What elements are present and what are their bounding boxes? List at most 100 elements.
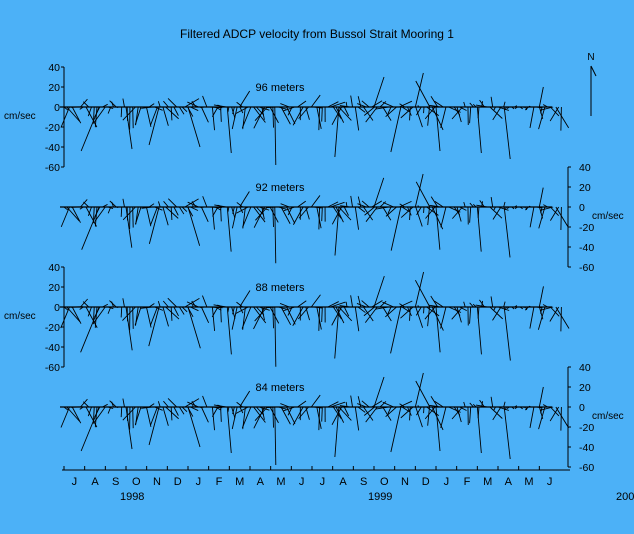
velocity-stick xyxy=(150,206,158,225)
velocity-stick xyxy=(417,205,419,208)
velocity-stick xyxy=(504,206,507,210)
velocity-stick xyxy=(298,406,309,419)
velocity-stick xyxy=(415,380,431,408)
velocity-stick xyxy=(242,206,252,228)
velocity-stick xyxy=(387,306,392,315)
velocity-stick xyxy=(60,106,70,128)
month-label: S xyxy=(360,476,367,488)
velocity-stick xyxy=(385,306,397,318)
y-tick-label: 0 xyxy=(54,102,60,114)
velocity-stick xyxy=(489,206,503,219)
velocity-stick xyxy=(192,104,194,108)
velocity-stick xyxy=(472,103,477,108)
velocity-stick xyxy=(192,205,194,208)
velocity-stick xyxy=(122,206,136,221)
velocity-stick xyxy=(549,306,560,322)
velocity-stick xyxy=(400,406,414,419)
velocity-stick xyxy=(364,206,375,216)
velocity-stick xyxy=(356,303,367,308)
velocity-stick xyxy=(385,206,397,217)
velocity-stick xyxy=(120,106,123,118)
velocity-stick xyxy=(186,301,199,308)
velocity-stick xyxy=(80,398,88,408)
velocity-stick xyxy=(414,372,424,408)
y-tick-label: -60 xyxy=(579,262,594,274)
velocity-stick xyxy=(241,306,252,329)
velocity-stick xyxy=(63,206,69,211)
velocity-stick xyxy=(213,404,227,408)
velocity-stick xyxy=(492,406,502,421)
velocity-stick xyxy=(435,106,441,152)
velocity-stick xyxy=(375,206,389,210)
velocity-stick xyxy=(286,406,296,425)
velocity-stick xyxy=(157,300,161,308)
velocity-stick xyxy=(332,206,342,219)
velocity-stick xyxy=(321,106,323,122)
velocity-stick xyxy=(269,106,279,124)
velocity-stick xyxy=(514,106,518,110)
velocity-stick xyxy=(239,290,251,308)
y-tick-label: -40 xyxy=(579,442,594,454)
velocity-stick xyxy=(79,306,84,310)
velocity-stick xyxy=(167,98,177,108)
velocity-stick xyxy=(549,106,560,122)
velocity-stick xyxy=(235,106,249,114)
velocity-stick xyxy=(141,106,152,109)
velocity-stick xyxy=(184,198,199,208)
velocity-stick xyxy=(354,106,360,131)
velocity-stick xyxy=(414,271,425,308)
velocity-stick xyxy=(415,106,423,128)
velocity-stick xyxy=(469,202,474,208)
velocity-stick xyxy=(327,401,339,408)
velocity-stick xyxy=(492,106,502,121)
velocity-stick xyxy=(475,104,488,108)
velocity-stick xyxy=(385,106,397,117)
velocity-stick xyxy=(261,206,265,220)
velocity-stick xyxy=(451,406,463,420)
velocity-stick xyxy=(173,206,179,216)
north-arrow-head xyxy=(590,65,597,77)
velocity-stick xyxy=(214,406,222,411)
velocity-stick xyxy=(493,206,496,211)
velocity-stick xyxy=(357,306,366,313)
velocity-stick xyxy=(469,302,474,308)
velocity-stick xyxy=(511,206,515,210)
velocity-stick xyxy=(498,106,509,111)
velocity-stick xyxy=(327,101,339,108)
velocity-stick xyxy=(382,306,392,322)
velocity-stick xyxy=(202,95,208,108)
velocity-stick xyxy=(310,195,321,208)
velocity-stick xyxy=(463,101,466,108)
velocity-stick xyxy=(338,306,353,322)
velocity-stick xyxy=(135,206,142,225)
velocity-stick xyxy=(170,306,173,321)
velocity-stick xyxy=(94,106,98,128)
velocity-stick xyxy=(220,406,222,422)
month-label: J xyxy=(320,476,326,488)
velocity-stick xyxy=(528,305,532,308)
velocity-stick xyxy=(187,101,199,108)
velocity-stick xyxy=(335,306,345,324)
velocity-stick xyxy=(415,80,431,108)
velocity-stick xyxy=(163,201,169,208)
velocity-stick xyxy=(475,304,488,308)
velocity-stick xyxy=(354,206,360,230)
velocity-stick xyxy=(339,405,350,408)
velocity-stick xyxy=(213,104,227,108)
velocity-stick xyxy=(489,106,503,119)
month-label: M xyxy=(235,476,244,488)
velocity-stick xyxy=(524,406,529,411)
velocity-stick xyxy=(134,106,142,125)
year-label: 1998 xyxy=(120,491,144,503)
velocity-stick xyxy=(63,406,69,411)
velocity-stick xyxy=(506,206,510,209)
velocity-stick xyxy=(343,106,350,117)
north-arrow: N xyxy=(587,52,597,116)
velocity-stick xyxy=(211,106,215,131)
velocity-stick xyxy=(503,206,511,258)
month-label: A xyxy=(339,476,347,488)
velocity-stick xyxy=(549,406,560,422)
velocity-stick xyxy=(146,406,152,427)
velocity-stick xyxy=(120,406,123,418)
